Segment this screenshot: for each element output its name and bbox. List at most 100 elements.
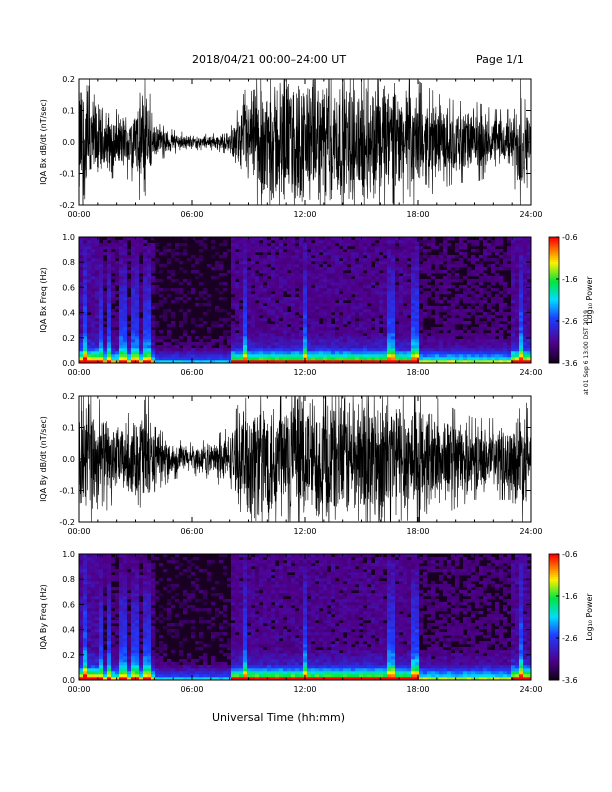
spectrogram-cell	[271, 285, 276, 289]
spectrogram-cell	[395, 351, 400, 355]
spectrogram-cell	[151, 650, 156, 654]
spectrogram-cell	[351, 282, 356, 286]
spectrogram-cell	[287, 243, 292, 247]
spectrogram-cell	[91, 243, 96, 247]
spectrogram-cell	[319, 237, 324, 241]
spectrogram-cell	[495, 357, 500, 361]
spectrogram-cell	[319, 240, 324, 244]
spectrogram-cell	[527, 291, 532, 295]
spectrogram-cell	[455, 339, 460, 343]
spectrogram-cell	[299, 309, 304, 313]
spectrogram-cell	[151, 261, 156, 265]
spectrogram-cell	[135, 285, 140, 289]
spectrogram-cell	[103, 650, 108, 654]
spectrogram-cell	[115, 282, 120, 286]
spectrogram-cell	[219, 336, 224, 340]
spectrogram-cell	[271, 300, 276, 304]
spectrogram-cell	[363, 324, 368, 328]
spectrogram-cell	[219, 273, 224, 277]
spectrogram-cell	[223, 243, 228, 247]
spectrogram-cell	[495, 267, 500, 271]
spectrogram-cell	[179, 671, 184, 675]
spectrogram-cell	[251, 255, 256, 259]
spectrogram-cell	[383, 246, 388, 250]
spectrogram-cell	[415, 351, 420, 355]
spectrogram-cell	[171, 605, 176, 609]
spectrogram-cell	[123, 276, 128, 280]
spectrogram-cell	[391, 267, 396, 271]
spectrogram-cell	[283, 264, 288, 268]
spectrogram-cell	[167, 560, 172, 564]
spectrogram-cell	[123, 671, 128, 675]
spectrogram-cell	[79, 294, 84, 298]
spectrogram-cell	[495, 345, 500, 349]
spectrogram-cell	[403, 252, 408, 256]
spectrogram-cell	[483, 315, 488, 319]
spectrogram-cell	[283, 327, 288, 331]
spectrogram-cell	[107, 267, 112, 271]
spectrogram-cell	[451, 327, 456, 331]
spectrogram-cell	[139, 342, 144, 346]
spectrogram-cell	[451, 360, 456, 364]
spectrogram-cell	[519, 258, 524, 262]
spectrogram-cell	[363, 261, 368, 265]
spectrogram-cell	[107, 276, 112, 280]
spectrogram-cell	[103, 599, 108, 603]
spectrogram-cell	[295, 279, 300, 283]
spectrogram-cell	[291, 273, 296, 277]
spectrogram-cell	[95, 668, 100, 672]
spectrogram-cell	[319, 303, 324, 307]
spectrogram-cell	[367, 282, 372, 286]
spectrogram-cell	[143, 638, 148, 642]
spectrogram-cell	[147, 620, 152, 624]
spectrogram-cell	[395, 240, 400, 244]
spectrogram-cell	[115, 333, 120, 337]
spectrogram-cell	[147, 282, 152, 286]
spectrogram-cell	[147, 560, 152, 564]
spectrogram-cell	[143, 336, 148, 340]
spectrogram-cell	[287, 300, 292, 304]
spectrogram-cell	[79, 360, 84, 364]
spectrogram-cell	[395, 255, 400, 259]
spectrogram-cell	[527, 297, 532, 301]
spectrogram-cell	[115, 569, 120, 573]
spectrogram-cell	[359, 261, 364, 265]
spectrogram-cell	[311, 249, 316, 253]
spectrogram-cell	[243, 267, 248, 271]
spectrogram-cell	[107, 333, 112, 337]
spectrogram-cell	[235, 291, 240, 295]
spectrogram-cell	[87, 629, 92, 633]
spectrogram-cell	[363, 309, 368, 313]
spectrogram-cell	[95, 252, 100, 256]
spectrogram-cell	[91, 333, 96, 337]
spectrogram-cell	[319, 294, 324, 298]
spectrogram-cell	[139, 581, 144, 585]
spectrogram-cell	[139, 644, 144, 648]
spectrogram-cell	[359, 249, 364, 253]
spectrogram-cell	[131, 632, 136, 636]
spectrogram-cell	[163, 288, 168, 292]
spectrogram-cell	[347, 345, 352, 349]
spectrogram-cell	[347, 348, 352, 352]
spectrogram-cell	[319, 327, 324, 331]
spectrogram-cell	[195, 671, 200, 675]
spectrogram-cell	[263, 276, 268, 280]
spectrogram-cell	[271, 336, 276, 340]
spectrogram-cell	[195, 557, 200, 561]
spectrogram-cell	[135, 566, 140, 570]
spectrogram-cell	[155, 258, 160, 262]
spectrogram-cell	[323, 324, 328, 328]
spectrogram-cell	[483, 351, 488, 355]
spectrogram-cell	[91, 318, 96, 322]
spectrogram-cell	[235, 255, 240, 259]
spectrogram-cell	[279, 249, 284, 253]
spectrogram-cell	[175, 566, 180, 570]
spectrogram-cell	[451, 330, 456, 334]
spectrogram-cell	[287, 237, 292, 241]
spectrogram-cell	[139, 620, 144, 624]
spectrogram-cell	[203, 345, 208, 349]
spectrogram-cell	[411, 306, 416, 310]
spectrogram-cell	[287, 285, 292, 289]
spectrogram-cell	[427, 330, 432, 334]
spectrogram-cell	[383, 300, 388, 304]
